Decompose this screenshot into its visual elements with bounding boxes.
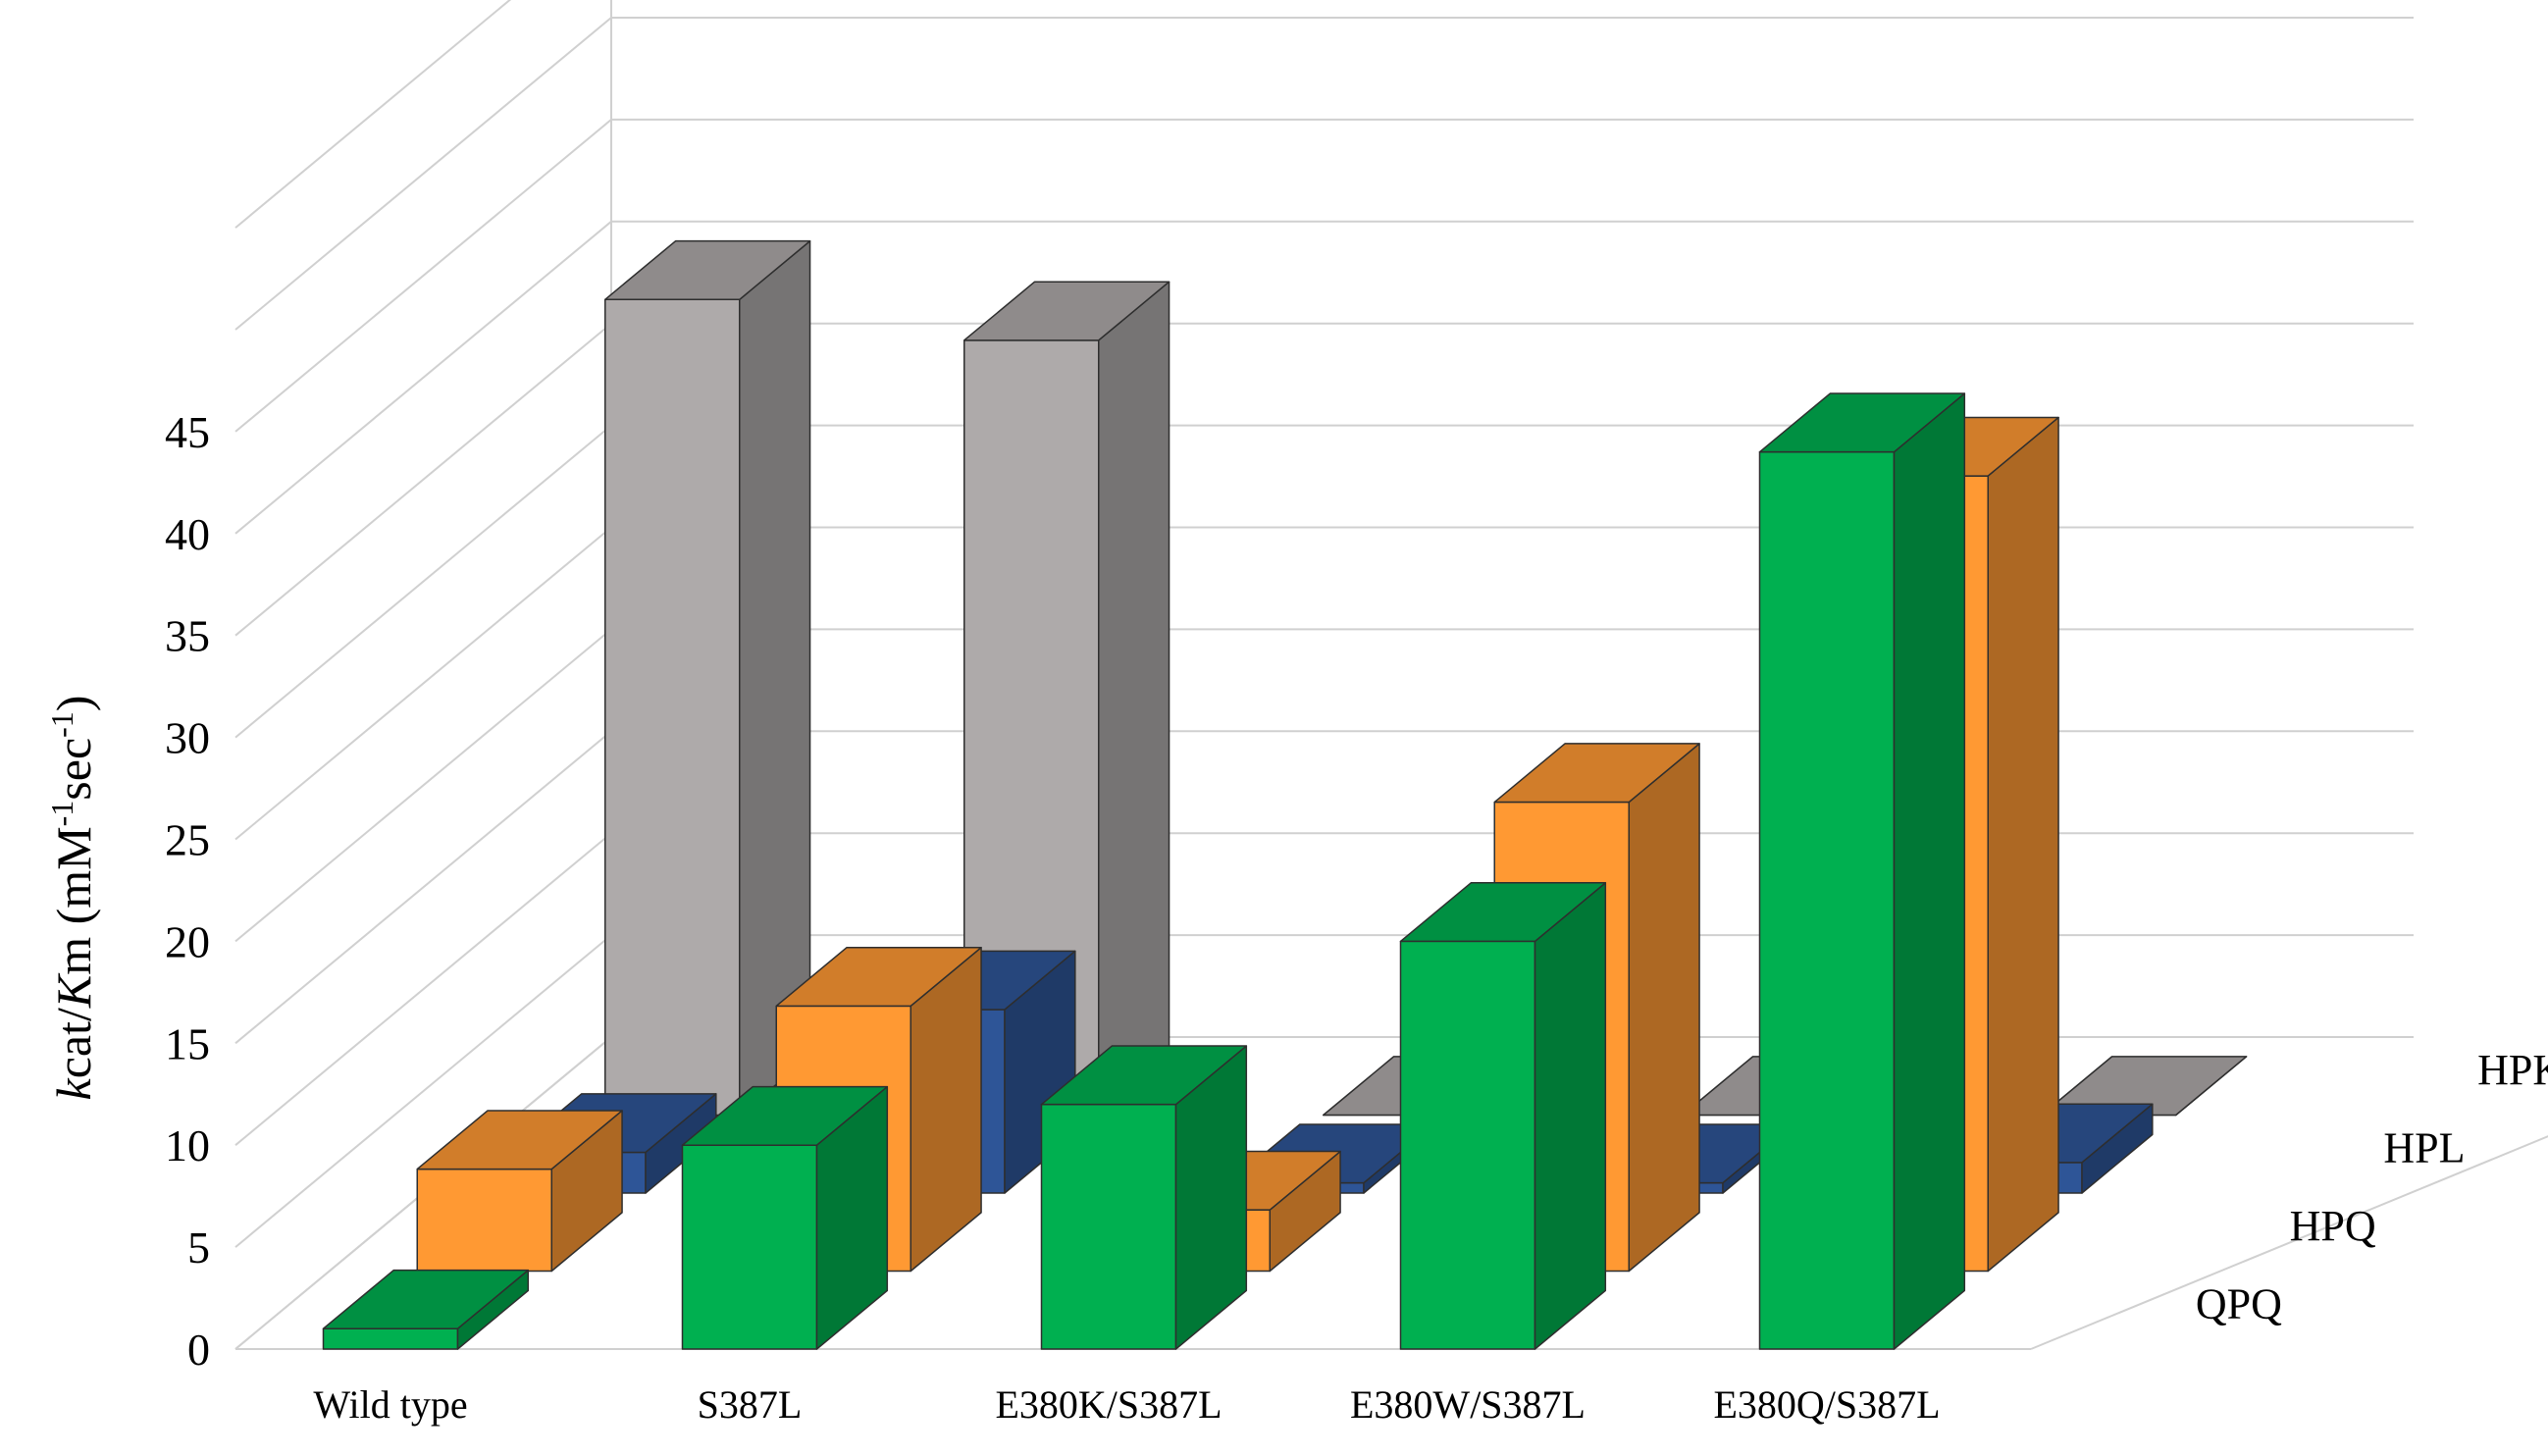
bar-top [1758,392,1966,453]
bar-qpq-0 [322,1269,530,1350]
y-tick-label: 40 [165,509,210,559]
bar-side [1098,281,1170,1117]
y-tick-label: 15 [165,1018,210,1068]
depth-axis-labels: QPQHPQHPLHPK [2196,1046,2548,1328]
series-label-hpl: HPL [2383,1123,2465,1171]
bars [322,239,2248,1350]
bar-top [775,946,982,1008]
bar-front [322,1327,459,1350]
y-tick-label: 30 [165,713,210,763]
floor-right-edge [2030,1135,2548,1350]
bar-top [1040,1045,1248,1106]
gridline [234,424,2414,739]
bar-hpk-1 [963,281,1170,1117]
bar-front [1758,450,1896,1350]
y-axis-label: kcat/Km (mM-1sec-1) [44,696,101,1101]
series-label-qpq: QPQ [2196,1279,2282,1327]
gridline [234,730,2414,1045]
bar-front [1040,1103,1177,1350]
y-tick-label: 20 [165,916,210,966]
x-tick-label: Wild type [313,1382,467,1427]
y-tick-label: 25 [165,815,210,865]
bar-side [1628,743,1700,1273]
bar-side [1893,392,1966,1350]
gridline [234,17,2414,331]
bar-top [322,1269,530,1329]
bar-qpq-3 [1399,882,1607,1350]
bar-hpq-0 [416,1110,623,1273]
gridline [234,220,2414,535]
bar-side [1534,882,1607,1350]
gridline [234,322,2414,637]
bar-top [604,239,811,301]
bar-qpq-1 [681,1085,889,1350]
x-axis-categories: Wild type S387L E380K/S387L E380W/S387L E380… [313,1382,1940,1427]
y-tick-label: 45 [165,407,210,457]
gridline [234,118,2414,433]
x-tick-label: E380W/S387L [1350,1382,1586,1427]
bar-top [681,1085,889,1146]
bar-top [416,1110,623,1170]
bar-qpq-4 [1758,392,1966,1350]
bar-side [1987,416,2059,1273]
gridline [234,628,2414,943]
series-label-hpk: HPK [2477,1046,2548,1094]
series-label-hpq: HPQ [2290,1202,2376,1250]
bar-front [1399,940,1536,1350]
y-tick-label: 10 [165,1120,210,1170]
x-tick-label: E380K/S387L [995,1382,1222,1427]
y-axis-ticks: 0 5 10 15 20 25 30 35 40 45 [165,407,210,1375]
bar-top [963,281,1170,341]
x-tick-label: S387L [698,1382,803,1427]
bar-front [681,1144,818,1350]
bar-top [1399,882,1607,943]
y-tick-label: 0 [187,1325,210,1375]
bar-top [1493,743,1700,804]
bar-front [416,1168,552,1273]
x-tick-label: E380Q/S387L [1713,1382,1940,1427]
bar-qpq-2 [1040,1045,1248,1350]
gridline [234,0,512,229]
y-tick-label: 5 [187,1222,210,1273]
bar-hpk-0 [604,239,811,1117]
bar-side [739,239,811,1117]
y-tick-label: 35 [165,611,210,661]
gridline [234,526,2414,841]
bar-front [604,298,741,1117]
